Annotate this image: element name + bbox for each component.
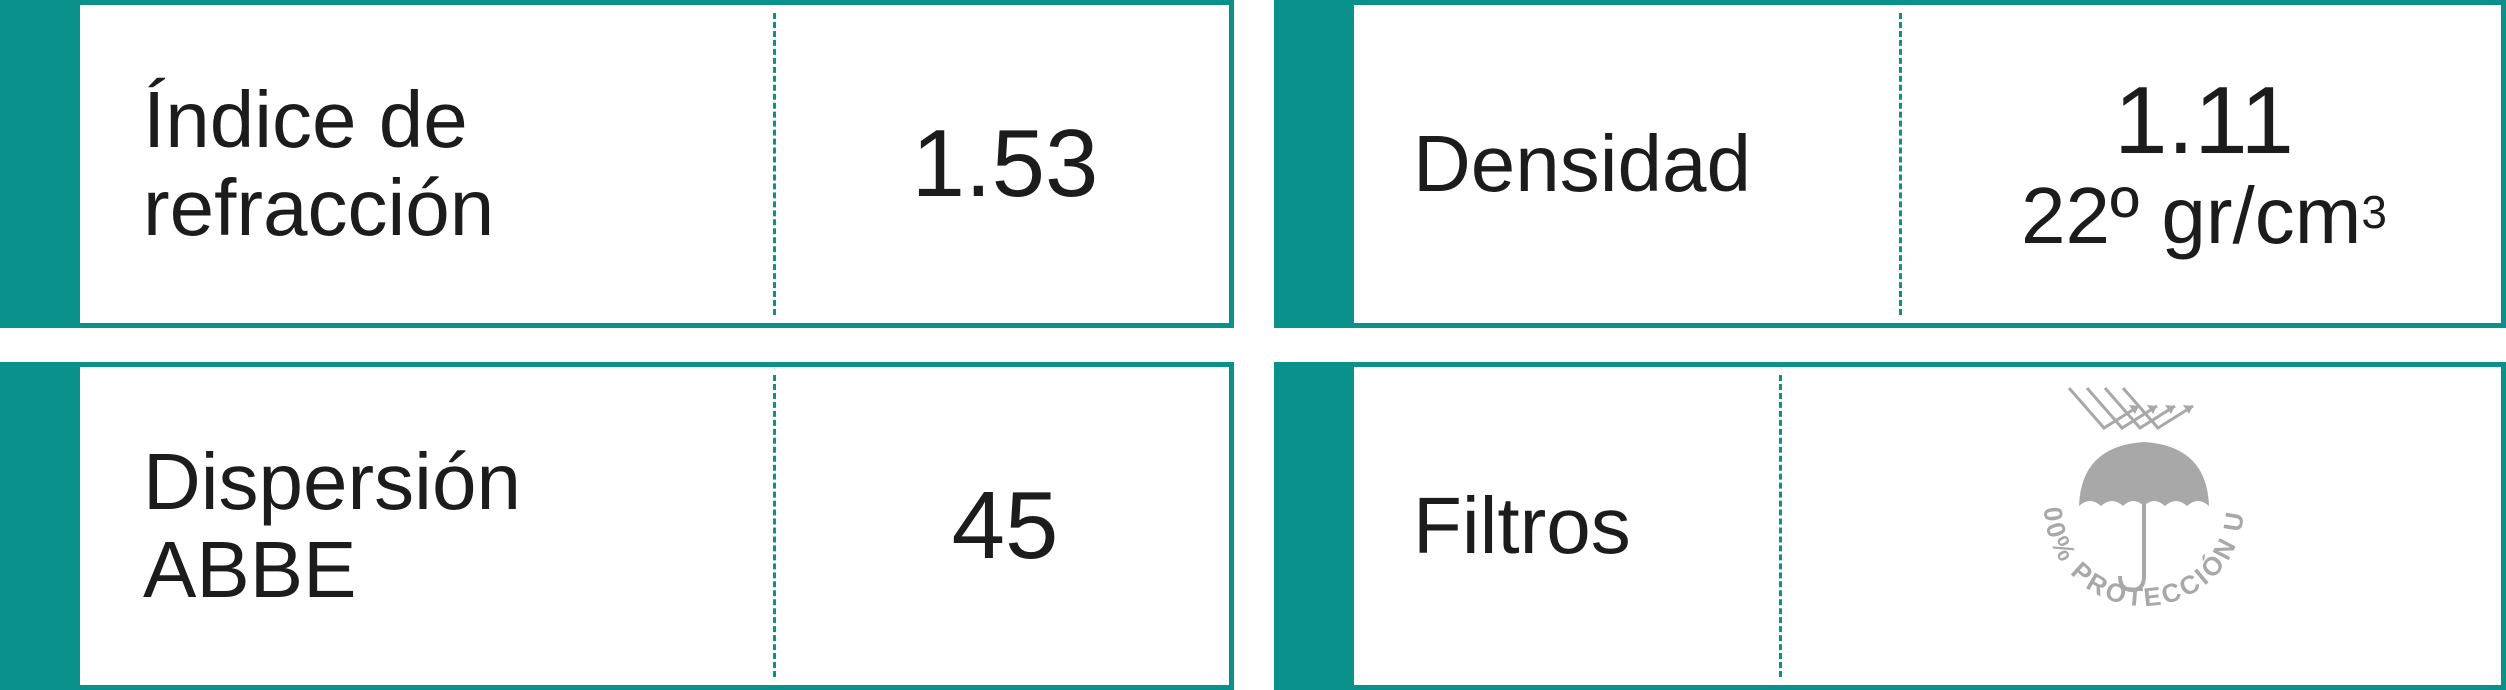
umbrella-uv-icon: 100% PROTECCIÓN UV [1999,376,2247,612]
filters-card: Filtros [1274,362,2506,690]
refraction-label: Índice de refracción [143,5,494,323]
accent-bar [1279,367,1354,685]
refraction-value: 1.53 [911,110,1099,217]
dashed-divider [773,13,776,315]
refraction-card: Índice de refracción 1.53 [0,0,1234,328]
dispersion-label-line-2: ABBE [143,525,357,614]
density-value: 1.11 [2114,67,2294,174]
dispersion-label-line-1: Dispersión [143,437,521,526]
accent-bar [1279,5,1354,323]
accent-bar [5,5,80,323]
uv-badge-cell: 100% PROTECCIÓN UV [1782,367,2506,685]
dispersion-value: 45 [951,472,1059,579]
filters-label-cell: Filtros [1413,367,1631,685]
density-unit-superscript: 3 [2361,186,2388,238]
density-sub-value: 22º gr/cm3 [2021,173,2387,259]
density-value-cell: 1.11 22º gr/cm3 [1902,5,2506,323]
dashed-divider [1899,13,1902,315]
refraction-label-line-1: Índice de [143,75,468,164]
refraction-value-cell: 1.53 [776,5,1234,323]
accent-bar [5,367,80,685]
dispersion-card: Dispersión ABBE 45 [0,362,1234,690]
dispersion-label: Dispersión ABBE [143,367,521,685]
dashed-divider [1779,375,1782,677]
density-sub-text: 22º gr/cm [2020,171,2362,260]
density-label-cell: Densidad [1413,5,1751,323]
dashed-divider [773,375,776,677]
dispersion-value-cell: 45 [776,367,1234,685]
density-label: Densidad [1413,119,1752,208]
refraction-label-line-2: refracción [143,163,495,252]
filters-label: Filtros [1413,481,1631,570]
density-card: Densidad 1.11 22º gr/cm3 [1274,0,2506,328]
